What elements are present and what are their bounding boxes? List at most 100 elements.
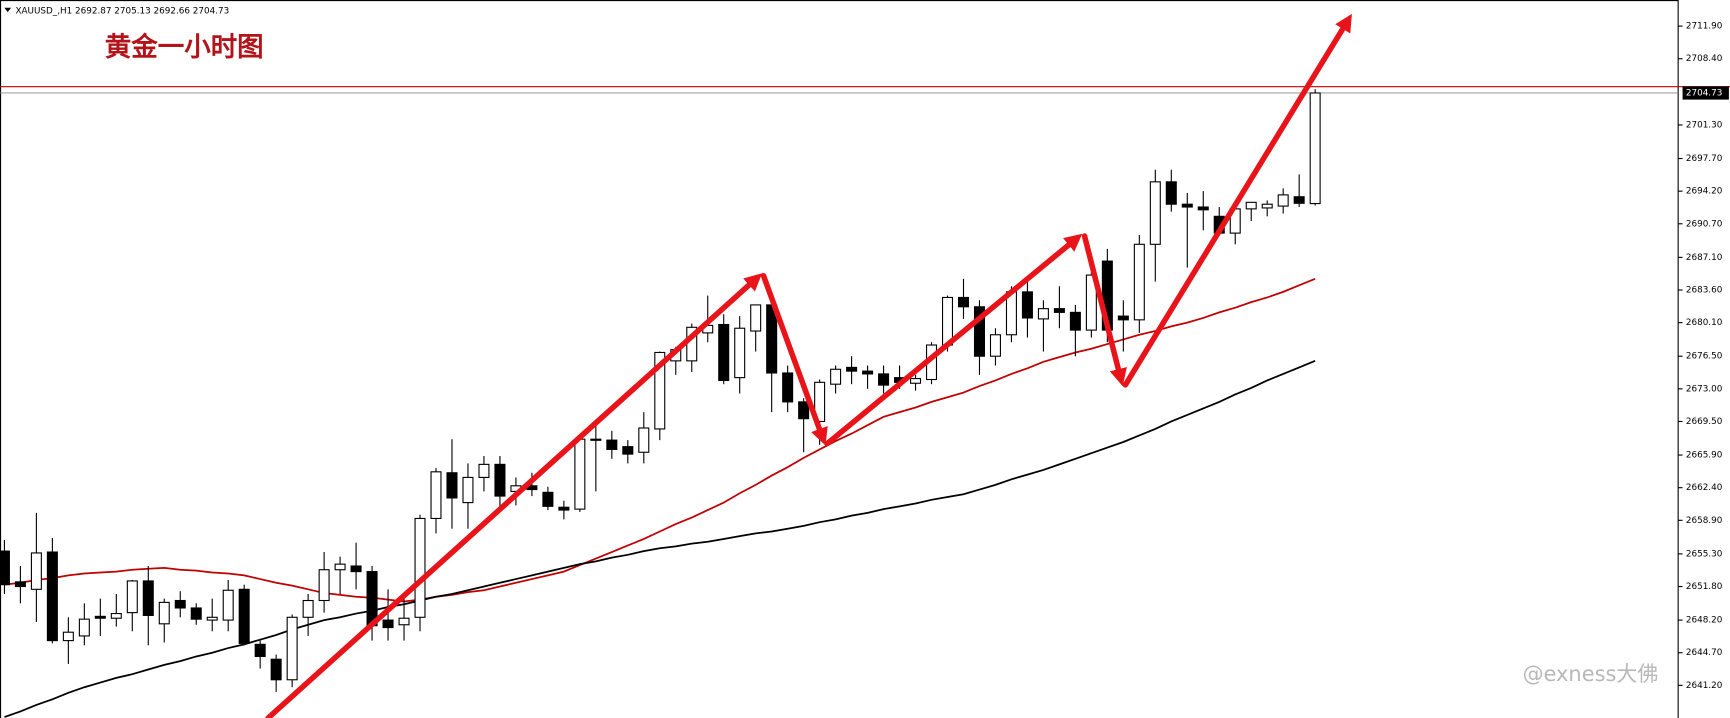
candle-body — [334, 563, 346, 571]
candle-body — [1261, 203, 1273, 209]
candle-body — [941, 296, 954, 346]
arrow — [1081, 233, 1127, 387]
y-tick-label: 2680.10 — [1686, 318, 1723, 328]
candle-body — [798, 401, 810, 420]
y-tick-label: 2651.80 — [1686, 582, 1723, 592]
candle-body — [1021, 291, 1033, 319]
y-tick-label: 2697.70 — [1686, 154, 1723, 164]
candle-body — [830, 368, 842, 385]
candle-body — [382, 619, 394, 629]
candle-body — [622, 446, 634, 455]
candle-body — [222, 589, 234, 621]
y-tick-label: 2683.60 — [1686, 285, 1723, 295]
candle-body — [846, 366, 858, 372]
candle-body — [206, 616, 218, 621]
y-tick-label: 2701.30 — [1686, 120, 1723, 130]
candle-body — [558, 506, 570, 511]
moving-average — [4, 277, 1316, 603]
header-icon — [4, 7, 12, 13]
y-tick-label: 2669.50 — [1686, 417, 1723, 427]
candle-body — [1053, 308, 1065, 313]
candle-body — [350, 565, 362, 573]
candle-body — [142, 580, 154, 616]
candle-body — [1245, 201, 1257, 210]
candle-body — [190, 607, 202, 620]
candle-body — [1165, 181, 1177, 205]
y-tick-label: 2711.90 — [1686, 22, 1723, 32]
candle-body — [414, 517, 426, 618]
candle-body — [590, 438, 602, 441]
candle-body — [126, 580, 138, 614]
y-tick-label: 2708.40 — [1686, 54, 1723, 64]
y-tick-label: 2665.90 — [1686, 451, 1723, 461]
candle-body — [718, 323, 730, 381]
y-tick-label: 2690.70 — [1686, 219, 1723, 229]
candle-body — [1149, 181, 1161, 245]
candle-body — [302, 599, 314, 618]
candle-body — [606, 439, 618, 451]
plot-area — [0, 86, 1730, 718]
candle-body — [574, 438, 586, 510]
candle-body — [542, 491, 554, 507]
candle-body — [398, 617, 410, 626]
candle-body — [1085, 274, 1097, 331]
current-price-label: 2704.73 — [1686, 88, 1722, 98]
candle-body — [318, 569, 330, 602]
candle-body — [446, 472, 458, 499]
y-tick-label: 2644.70 — [1686, 648, 1723, 658]
candle-body — [158, 601, 170, 625]
candle-body — [1133, 243, 1145, 321]
arrow — [824, 233, 1083, 447]
arrow — [1122, 13, 1352, 388]
chart-title: 黄金一小时图 — [105, 32, 264, 63]
candle-body — [238, 588, 250, 644]
candle-body — [1069, 311, 1081, 331]
chart-header: XAUUSD_,H1 2692.87 2705.13 2692.66 2704.… — [15, 7, 229, 17]
candle-body — [1197, 206, 1209, 211]
moving-average — [4, 360, 1316, 718]
candle-body — [814, 381, 826, 423]
candle-body — [30, 552, 42, 590]
candle-body — [78, 618, 90, 637]
arrow — [760, 272, 828, 446]
arrow — [265, 273, 763, 718]
y-tick-label: 2641.20 — [1686, 681, 1723, 691]
y-tick-label: 2694.20 — [1686, 187, 1723, 197]
candle-body — [1277, 194, 1289, 207]
candle-body — [1293, 196, 1305, 204]
candle-body — [462, 476, 474, 504]
candle-body — [110, 613, 122, 619]
candle-body — [478, 463, 490, 478]
candle-body — [62, 631, 74, 642]
candle-body — [46, 551, 58, 642]
candle-body — [286, 616, 298, 681]
current-price-box — [1682, 86, 1729, 100]
y-tick-label: 2662.40 — [1686, 483, 1723, 493]
trend-arrows — [265, 13, 1352, 718]
candle-body — [1309, 92, 1321, 205]
y-tick-label: 2658.90 — [1686, 516, 1723, 526]
candle-body — [1037, 308, 1049, 320]
candle-body — [750, 304, 762, 332]
candle-body — [270, 658, 282, 681]
y-tick-label: 2676.50 — [1686, 352, 1723, 362]
candle-body — [910, 378, 922, 384]
candle-body — [862, 370, 874, 375]
candle-body — [878, 373, 890, 386]
candle-body — [1117, 315, 1129, 321]
candle-body — [973, 306, 985, 357]
candle-body — [494, 463, 506, 497]
y-tick-label: 2673.00 — [1686, 384, 1723, 394]
y-tick-label: 2648.20 — [1686, 616, 1723, 626]
y-tick-label: 2655.30 — [1686, 549, 1723, 559]
candle-body — [0, 550, 10, 586]
candle-body — [174, 599, 186, 609]
candle-body — [989, 334, 1001, 357]
candle-body — [638, 427, 650, 453]
candle-body — [1181, 203, 1193, 208]
candle-body — [14, 581, 26, 588]
candle-body — [782, 372, 794, 403]
candle-body — [254, 643, 266, 658]
